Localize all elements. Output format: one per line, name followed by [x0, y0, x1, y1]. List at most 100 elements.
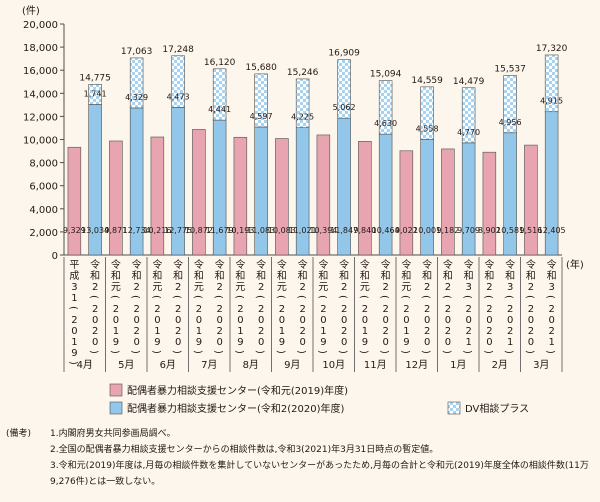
svg-text:2: 2 [113, 304, 119, 315]
y-unit-label: (件) [22, 5, 40, 17]
total-value-label: 15,680 [245, 63, 277, 73]
svg-text:): ) [171, 350, 182, 354]
svg-text:0: 0 [528, 315, 534, 326]
month-label: 3月 [533, 359, 549, 371]
bar-2019 [316, 134, 331, 256]
svg-text:2: 2 [528, 304, 534, 315]
svg-text:令: 令 [152, 258, 162, 271]
bar-dv-plus [254, 73, 268, 128]
legend-label-s2019: 配偶者暴力相談支援センター(令和元(2019)年度) [127, 384, 348, 397]
svg-text:): ) [482, 350, 493, 354]
dv-plus-value-label: 4,915 [540, 97, 563, 106]
x-tick-label: 令和元 (2019) [316, 258, 328, 354]
bar-value-label: 10,216 [143, 226, 171, 235]
bar-value-label: 10,083 [268, 226, 296, 235]
x-tick-label: 令和元 (2019) [399, 258, 411, 354]
svg-text:2: 2 [424, 282, 430, 293]
svg-text:2: 2 [279, 304, 285, 315]
dv-plus-value-label: 4,956 [499, 118, 522, 127]
svg-text:和: 和 [90, 270, 100, 282]
svg-text:0: 0 [424, 337, 430, 348]
note-row-3: 3.令和元(2019)年度は,月毎の相談件数を集計していないセンターがあったため… [6, 458, 596, 490]
svg-text:2: 2 [403, 304, 409, 315]
dv-plus-value-label: 4,225 [291, 113, 314, 122]
bar-dv-plus [461, 87, 476, 144]
svg-text:0: 0 [486, 337, 492, 348]
bar-dv-plus [129, 57, 144, 109]
bar-dv-plus [378, 80, 393, 135]
bar-2019 [67, 146, 82, 256]
svg-text:元: 元 [152, 282, 162, 293]
y-tick-label: 10,000 [23, 136, 58, 147]
svg-text:和: 和 [484, 270, 494, 282]
note-item-3: 3.令和元(2019)年度は,月毎の相談件数を集計していないセンターがあったため… [50, 461, 589, 487]
dv-plus-value-label: 4,329 [125, 93, 148, 102]
bar-2019 [192, 129, 206, 256]
svg-text:0: 0 [92, 337, 98, 348]
svg-text:0: 0 [507, 315, 513, 326]
svg-text:): ) [275, 350, 286, 354]
svg-text:0: 0 [71, 326, 77, 337]
svg-text:0: 0 [341, 337, 347, 348]
legend-label-plus: DV相談プラス [465, 402, 529, 415]
bar-value-label: 10,464 [372, 226, 400, 235]
svg-text:和: 和 [215, 270, 225, 282]
svg-text:(: ( [254, 295, 265, 299]
svg-text:2: 2 [362, 304, 368, 315]
svg-text:): ) [358, 350, 369, 354]
svg-text:): ) [150, 350, 161, 354]
svg-text:0: 0 [382, 337, 388, 348]
total-value-label: 14,775 [79, 73, 111, 83]
svg-text:(: ( [296, 295, 307, 299]
svg-text:2: 2 [175, 326, 181, 337]
month-label: 11月 [364, 359, 387, 371]
svg-text:1: 1 [196, 326, 202, 337]
svg-text:0: 0 [133, 315, 139, 326]
x-tick-label: 令和元 (2019) [358, 258, 370, 354]
svg-text:0: 0 [465, 315, 471, 326]
note-row-1: (備考) 1.内閣府男女共同参画局調べ。 [6, 426, 596, 442]
svg-text:): ) [379, 350, 390, 354]
svg-text:令: 令 [111, 258, 121, 271]
bar-2019 [399, 150, 414, 256]
svg-text:0: 0 [299, 337, 305, 348]
x-tick-label: 令和3(2021) [462, 258, 474, 354]
bar-2019 [150, 136, 165, 256]
svg-text:元: 元 [235, 282, 245, 293]
svg-text:0: 0 [424, 315, 430, 326]
svg-text:0: 0 [154, 315, 160, 326]
svg-text:(: ( [337, 295, 348, 299]
svg-text:(: ( [379, 295, 390, 299]
svg-text:和: 和 [111, 270, 121, 282]
svg-text:2: 2 [445, 304, 451, 315]
svg-text:2: 2 [320, 304, 326, 315]
svg-text:): ) [524, 350, 535, 354]
bar-value-label: 13,034 [81, 226, 109, 235]
total-value-label: 14,559 [411, 76, 443, 86]
bar-value-label: 9,182 [436, 226, 459, 235]
x-tick-label: 令和2(2020) [296, 258, 308, 354]
svg-text:3: 3 [507, 282, 513, 293]
x-tick-label: 令和2(2020) [420, 258, 432, 354]
svg-text:2: 2 [216, 326, 222, 337]
svg-text:和: 和 [360, 270, 370, 282]
svg-text:2: 2 [548, 304, 554, 315]
svg-text:2: 2 [299, 326, 305, 337]
x-tick-label: 令和2(2020) [482, 258, 494, 354]
svg-text:令: 令 [526, 258, 536, 271]
svg-text:1: 1 [154, 326, 160, 337]
dv-plus-value-label: 4,770 [457, 128, 480, 137]
svg-text:9: 9 [279, 337, 285, 348]
svg-text:(: ( [233, 295, 244, 299]
bar-2020 [461, 142, 476, 256]
x-tick-label: 令和2(2020) [171, 258, 183, 354]
month-label: 10月 [322, 359, 345, 371]
svg-text:2: 2 [341, 282, 347, 293]
bar-2019 [109, 140, 123, 256]
svg-text:2: 2 [507, 304, 513, 315]
svg-text:令: 令 [215, 258, 225, 271]
svg-text:(: ( [503, 295, 514, 299]
svg-text:平: 平 [69, 260, 79, 271]
legend-swatch-s2019 [109, 383, 123, 397]
svg-text:令: 令 [132, 258, 142, 271]
